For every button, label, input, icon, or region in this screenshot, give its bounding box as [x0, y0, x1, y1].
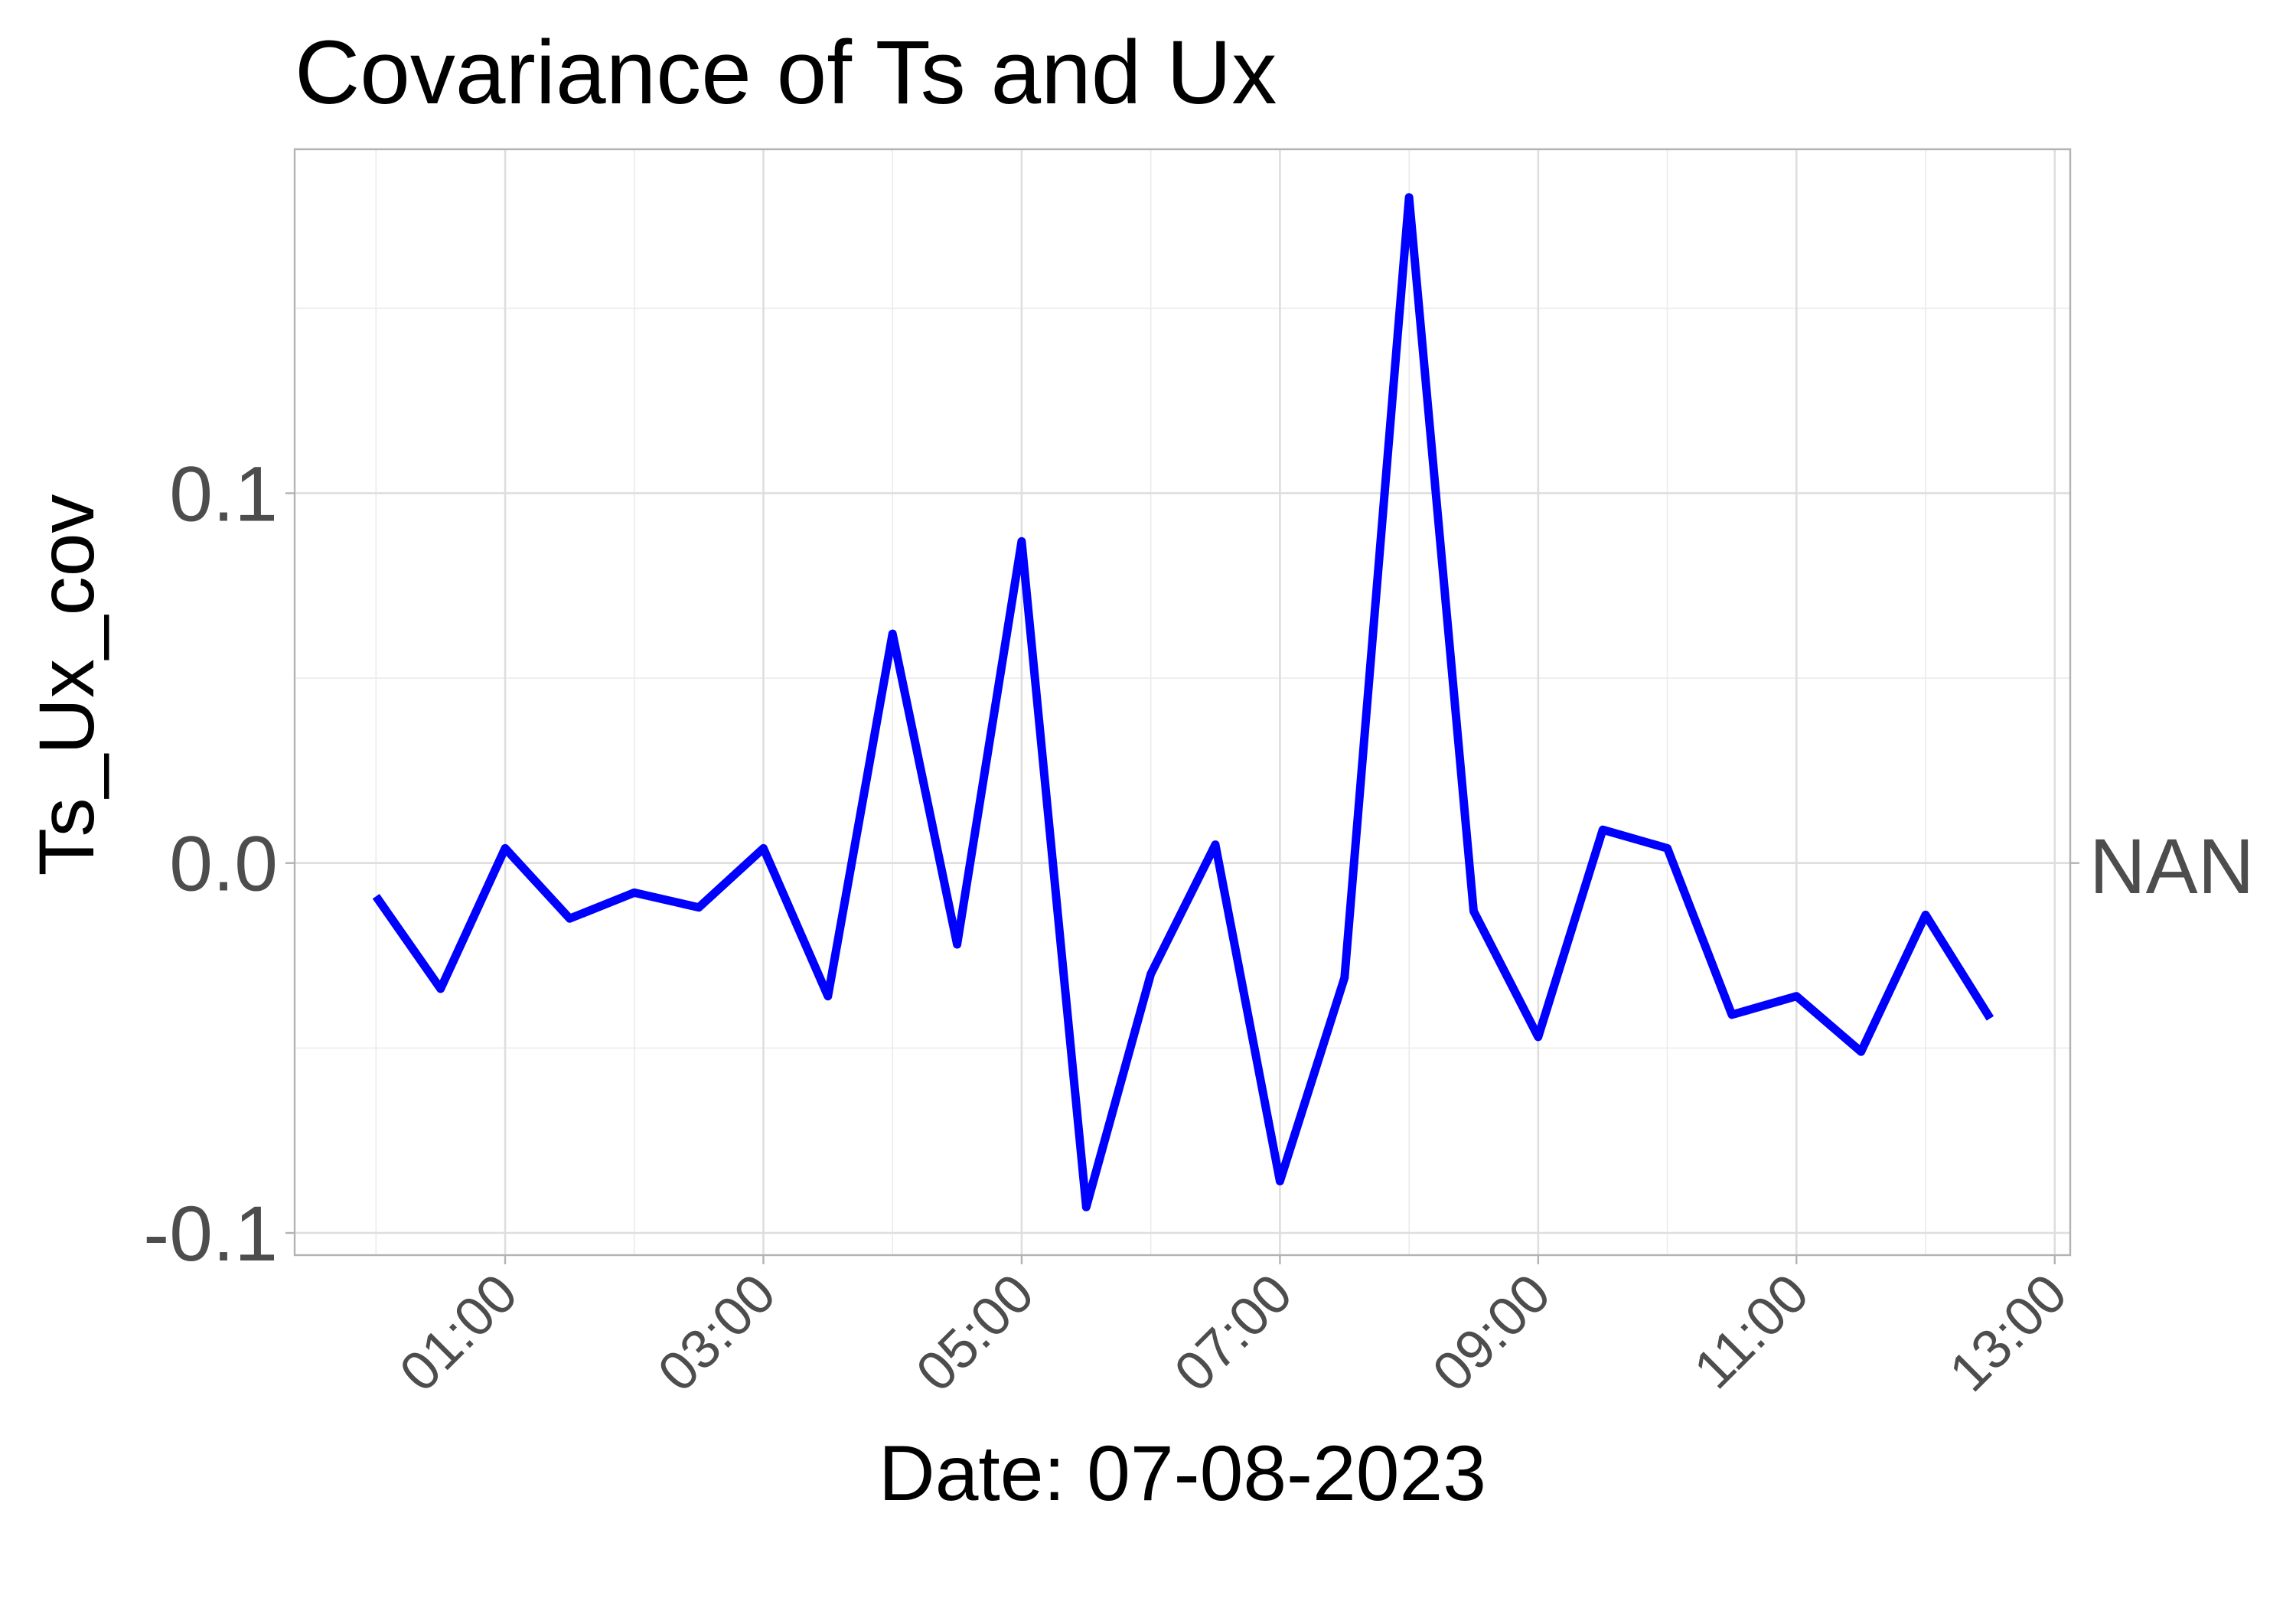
y-tick-label: 0.0 [169, 820, 278, 908]
x-axis-title: Date: 07-08-2023 [879, 1430, 1486, 1517]
secondary-y-label: NAN [2089, 823, 2254, 910]
x-tick-label: 03:00 [647, 1263, 788, 1404]
x-tick-label: 09:00 [1421, 1263, 1562, 1404]
x-tick-label: 01:00 [388, 1263, 529, 1404]
x-tick-label: 07:00 [1163, 1263, 1304, 1404]
x-tick-label: 11:00 [1682, 1263, 1820, 1401]
x-tick-label: 13:00 [1938, 1263, 2079, 1404]
y-tick-label: -0.1 [143, 1190, 278, 1277]
y-tick-label: 0.1 [169, 450, 278, 537]
x-tick-label: 05:00 [905, 1263, 1045, 1404]
series-line [372, 193, 1994, 1212]
plot-panel [285, 148, 2079, 1264]
y-axis-title: Ts_Ux_cov [23, 494, 110, 876]
chart-title: Covariance of Ts and Ux [295, 22, 1277, 123]
panel-border [293, 148, 2072, 1257]
